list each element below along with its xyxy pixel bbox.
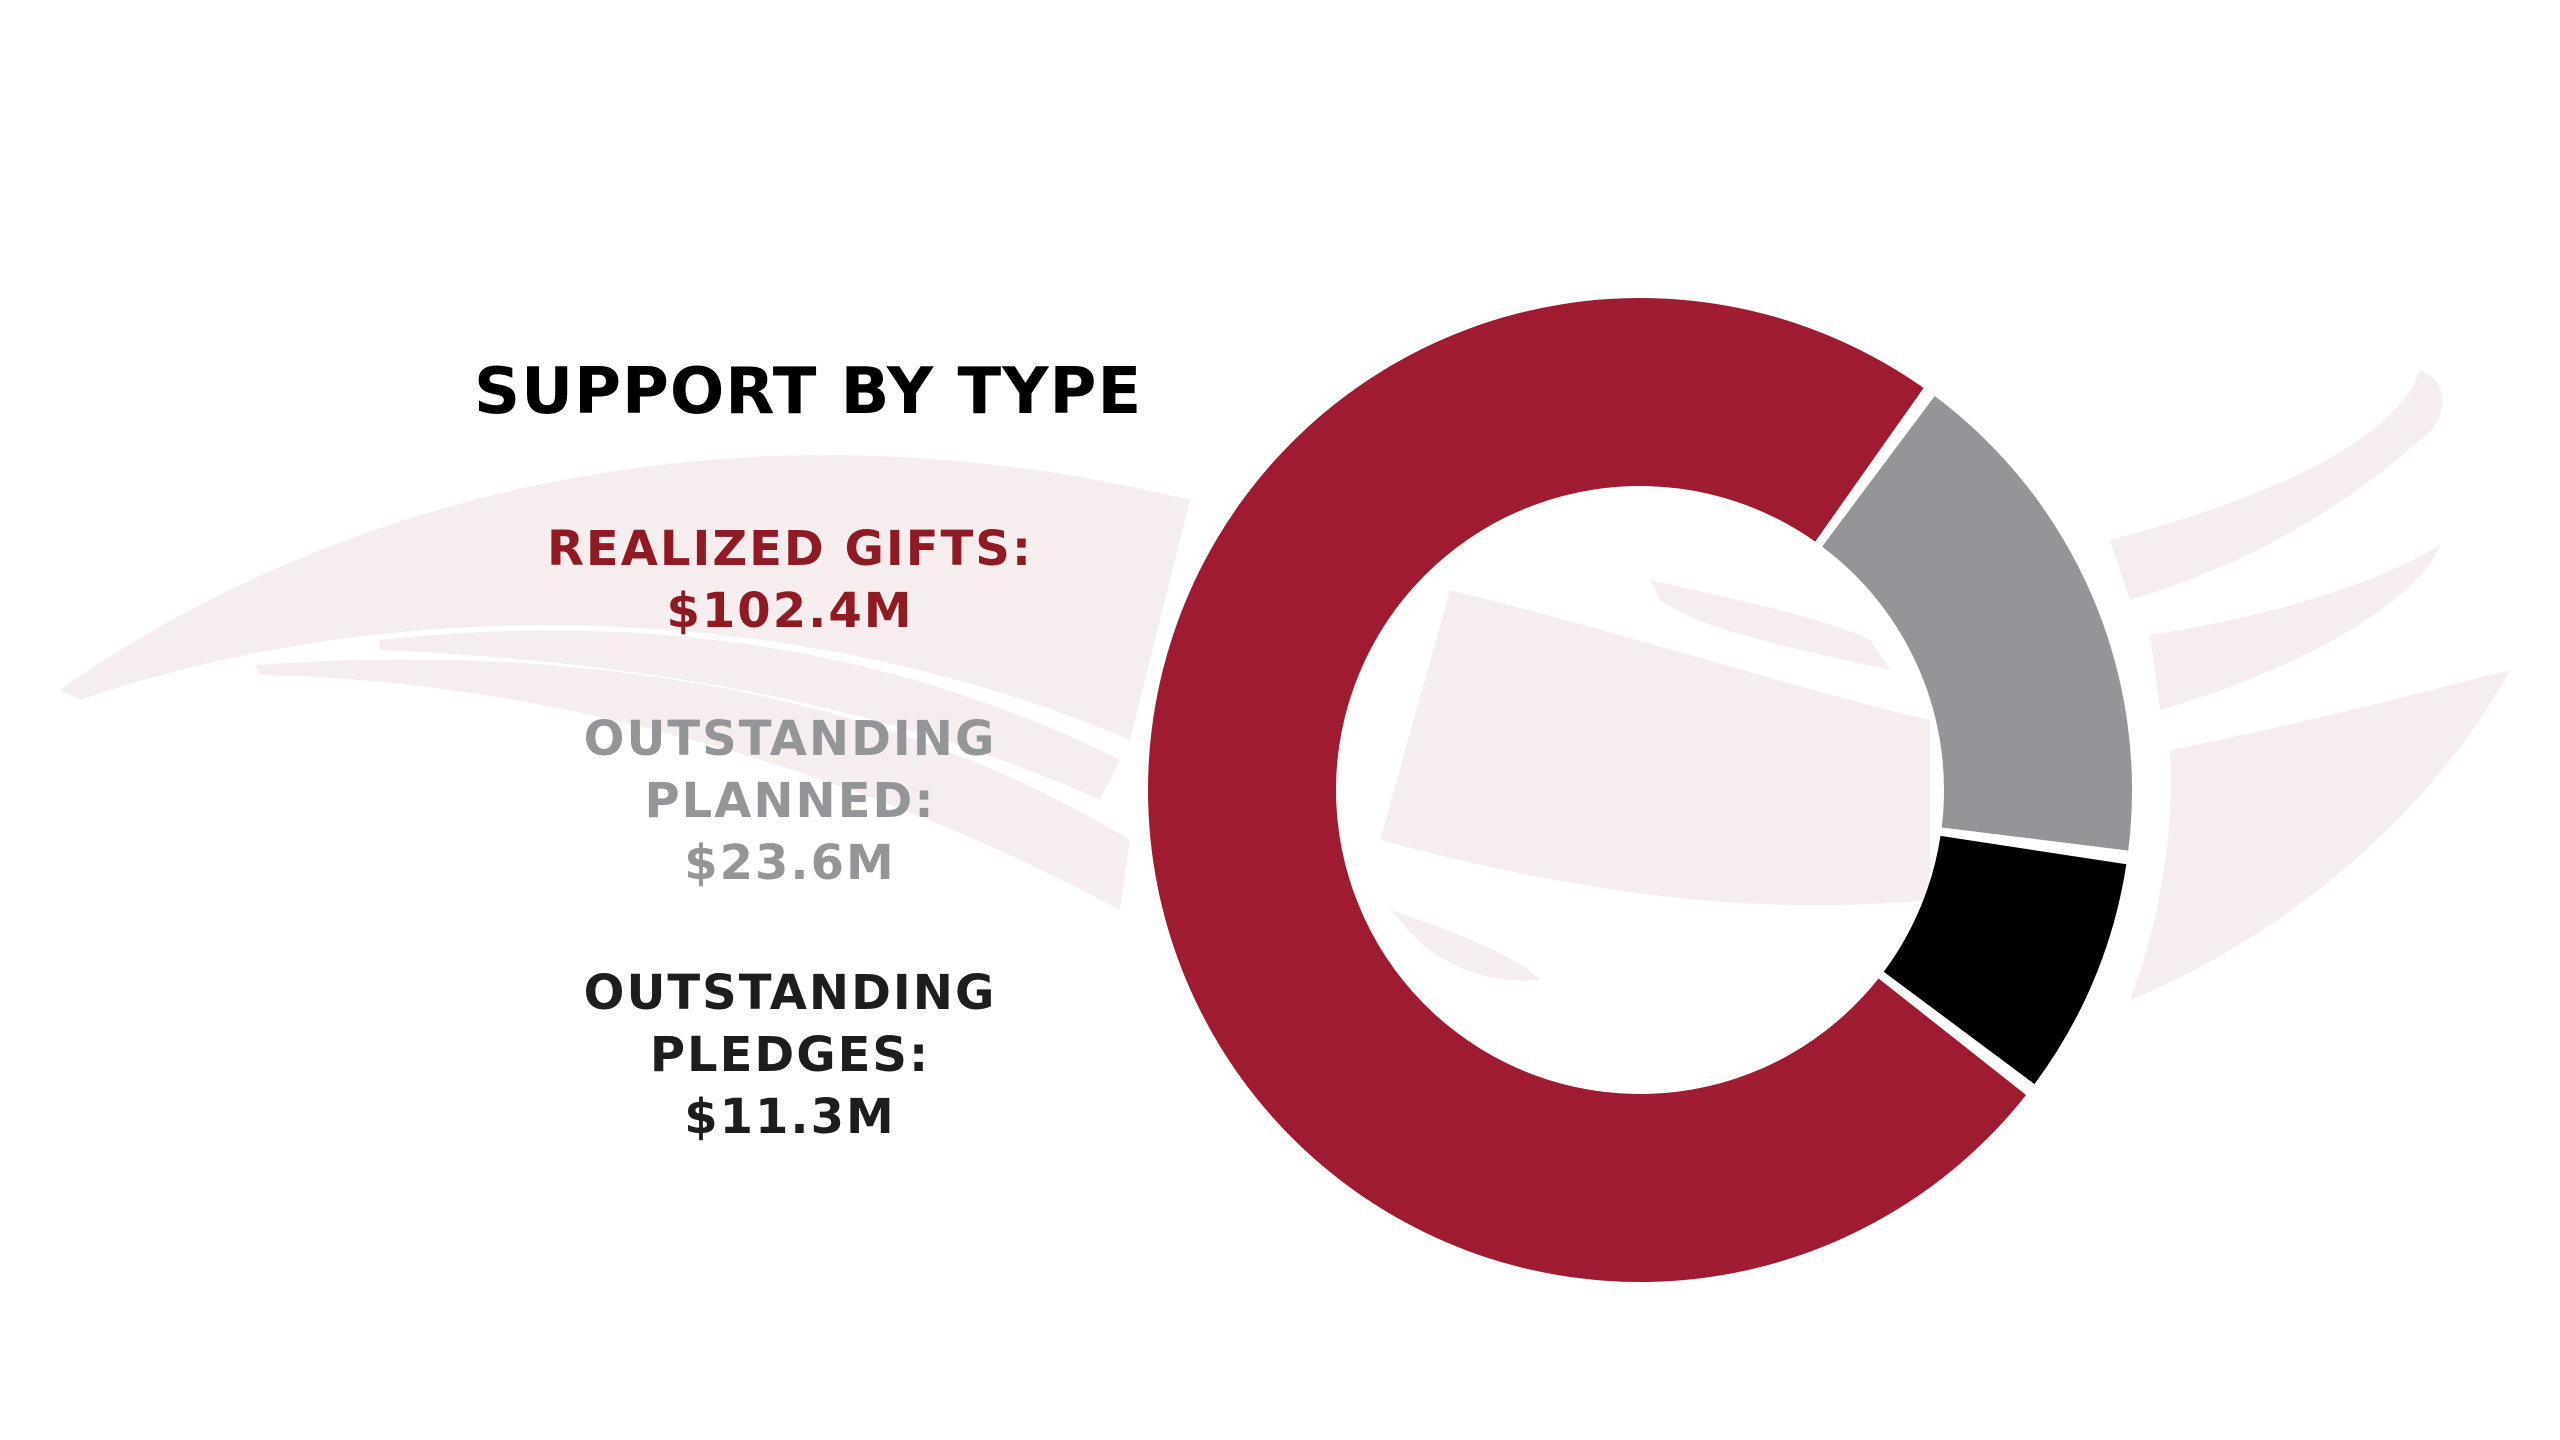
chart-title: SUPPORT BY TYPE bbox=[474, 355, 1143, 429]
wing-feather bbox=[2110, 370, 2443, 600]
slice-realized-gifts bbox=[1147, 297, 2027, 1282]
legend-label: OUTSTANDING bbox=[583, 965, 997, 1021]
legend-label: OUTSTANDING bbox=[583, 711, 997, 767]
legend-label: PLANNED: bbox=[644, 773, 936, 829]
legend-value: $23.6M bbox=[684, 835, 896, 891]
legend-outstanding-pledges: OUTSTANDING PLEDGES: $11.3M bbox=[530, 962, 1050, 1148]
legend-value: $102.4M bbox=[666, 583, 914, 639]
wing-feather bbox=[1380, 590, 1930, 906]
slice-outstanding-planned bbox=[1822, 396, 2132, 851]
wing-feather bbox=[60, 455, 1190, 740]
wing-feather bbox=[1650, 580, 1890, 670]
wing-feather bbox=[255, 659, 1130, 910]
wing-feather bbox=[2150, 545, 2440, 710]
legend-label: PLEDGES: bbox=[649, 1027, 931, 1083]
wing-feather bbox=[1390, 910, 1540, 981]
wing-feather bbox=[380, 630, 1120, 800]
legend-label: REALIZED GIFTS: bbox=[546, 521, 1034, 577]
legend-realized-gifts: REALIZED GIFTS: $102.4M bbox=[530, 518, 1050, 642]
legend-value: $11.3M bbox=[684, 1089, 896, 1145]
slice-outstanding-pledges bbox=[1883, 835, 2127, 1085]
legend-outstanding-planned: OUTSTANDING PLANNED: $23.6M bbox=[530, 708, 1050, 894]
wing-feather bbox=[2130, 670, 2510, 1000]
